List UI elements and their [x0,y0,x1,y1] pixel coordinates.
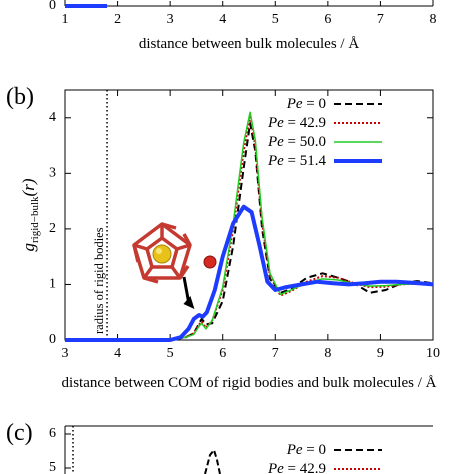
panel-b-series [65,111,434,342]
panel-a-xtick-label: 5 [272,12,279,27]
panel-a-x-axis-title: distance between bulk molecules / Å [139,36,360,52]
panel-a-xtick-label: 3 [167,12,174,27]
panel-b-label: (b) [6,84,34,110]
legend-entry-label: Pe = 51.4 [267,153,327,169]
panel-b-xtick-label: 7 [272,346,279,361]
panel-a-y-zero-label: 0 [49,0,56,13]
panel-c: (c) 6 5 Pe = 0 Pe = 42.9 [6,420,433,474]
panel-c-legend-entry-label: Pe = 42.9 [267,461,326,474]
molecule-inset-illustration [132,222,217,284]
panel-b-series-line [65,122,434,341]
panel-b-xtick-label: 5 [167,346,174,361]
radius-reference-label: radius of rigid bodies [92,227,106,334]
legend-entry-label: Pe = 50.0 [267,134,326,150]
panel-c-ytick-label-6: 6 [49,426,56,441]
panel-b-x-ticks: 3 4 5 6 7 8 9 10 [62,90,440,361]
panel-b-xtick-label: 10 [426,346,440,361]
panel-b-y-axis-title: grigid−bulk(r) [19,178,41,251]
panel-a-xtick-label: 1 [62,12,69,27]
panel-b-xtick-label: 9 [377,346,384,361]
panel-b-xtick-label: 3 [62,346,69,361]
panel-c-ytick-label-5: 5 [49,460,56,474]
panel-b-x-axis-title: distance between COM of rigid bodies and… [62,375,437,391]
panel-a-x-ticks: 1 2 3 4 5 6 7 8 [62,1,437,27]
panel-b-series-line [65,111,434,341]
legend-entry-label: Pe = 0 [286,96,326,112]
panel-b-xtick-label: 6 [219,346,226,361]
inset-arrow [182,276,195,309]
panel-b-legend: Pe = 0 Pe = 42.9 Pe = 50.0 Pe = 51.4 [267,96,382,169]
panel-a-xtick-label: 7 [377,12,384,27]
panel-c-label: (c) [6,420,33,446]
panel-b-ytick-label: 2 [49,221,56,236]
panel-b-ytick-label: 0 [49,332,56,347]
svg-text:grigid−bulk(r): grigid−bulk(r) [19,178,41,251]
panel-c-legend-entry-label: Pe = 0 [286,442,326,458]
panel-b-xtick-label: 4 [114,346,121,361]
panel-a-xtick-label: 6 [324,12,331,27]
panel-a: 0 1 2 3 4 5 6 7 8 distance between bulk molecul… [49,0,437,52]
panel-b-series-line [65,114,434,341]
panel-a-xtick-label: 8 [430,12,437,27]
panel-b-ytick-label: 4 [49,110,56,125]
panel-a-xtick-label: 2 [114,12,121,27]
panel-b-plot-frame [64,89,434,341]
panel-a-xtick-label: 4 [219,12,226,27]
panel-b-y-ticks: 0 1 2 3 4 [49,110,433,347]
panel-b: (b) 0 1 2 3 4 3 4 5 6 7 8 9 10 radius of rigid bodi… [6,84,440,391]
legend-entry-label: Pe = 42.9 [267,115,326,131]
panel-b-series-line [65,204,434,342]
panel-c-series-peak [204,447,221,474]
panel-b-xtick-label: 8 [324,346,331,361]
panel-c-legend: Pe = 0 Pe = 42.9 [267,442,382,474]
panel-b-ytick-label: 3 [49,166,56,181]
panel-b-ytick-label: 1 [49,277,56,292]
